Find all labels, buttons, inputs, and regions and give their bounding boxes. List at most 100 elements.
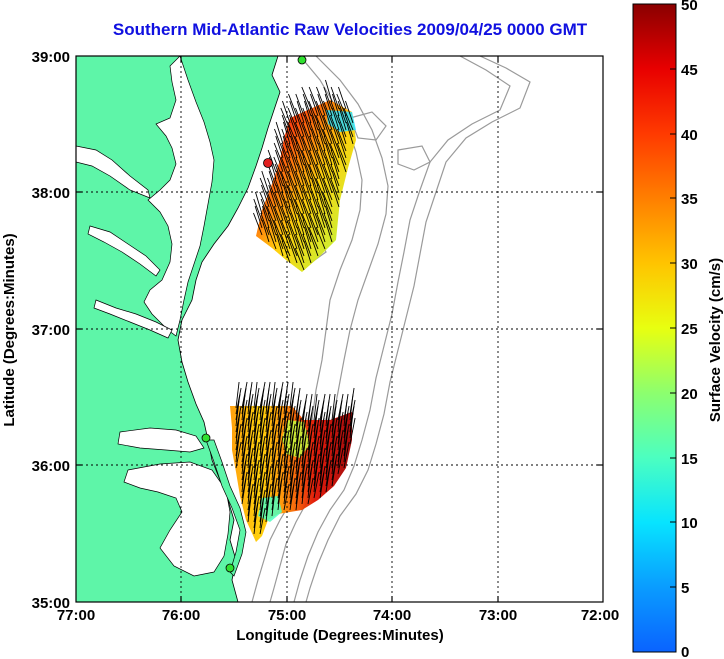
- velocity-vector: [343, 435, 348, 463]
- velocity-vector: [247, 495, 252, 523]
- velocity-vector: [349, 411, 354, 439]
- velocity-vector: [287, 107, 298, 131]
- velocity-vector: [310, 191, 319, 215]
- velocity-vector: [289, 149, 298, 173]
- velocity-vector: [277, 465, 282, 493]
- velocity-vector: [275, 149, 284, 173]
- velocity-vector: [331, 184, 340, 208]
- velocity-vector: [274, 177, 284, 201]
- colorbar-tick-label: 0: [681, 644, 689, 659]
- velocity-vector: [281, 205, 291, 229]
- velocity-vector: [301, 212, 312, 236]
- velocity-vector: [288, 93, 298, 117]
- velocity-vector: [253, 417, 258, 445]
- colorbar-tick-label: 35: [681, 191, 698, 208]
- velocity-vector: [337, 423, 342, 451]
- velocity-vector: [307, 399, 312, 427]
- velocity-vector: [275, 212, 284, 236]
- velocity-vector: [262, 205, 270, 229]
- velocity-vector: [318, 128, 326, 152]
- velocity-vector: [280, 107, 291, 131]
- velocity-vector: [310, 156, 319, 180]
- velocity-vector: [296, 240, 305, 264]
- velocity-vector: [274, 226, 284, 250]
- velocity-vector: [296, 100, 305, 124]
- velocity-vector: [313, 429, 318, 457]
- velocity-vector: [265, 459, 270, 487]
- velocity-vector: [307, 417, 312, 445]
- velocity-vector: [288, 142, 298, 166]
- velocity-vector: [295, 205, 305, 229]
- velocity-vector: [295, 93, 305, 117]
- velocity-vector: [302, 233, 312, 257]
- velocity-vector: [296, 128, 305, 152]
- colorbar-tick-label: 30: [681, 256, 698, 273]
- velocity-vector: [325, 205, 333, 229]
- velocity-vector: [331, 429, 336, 457]
- velocity-vector: [277, 429, 282, 457]
- velocity-vector: [331, 170, 340, 194]
- velocity-vector: [296, 191, 305, 215]
- velocity-vector: [338, 121, 347, 145]
- velocity-vector: [235, 435, 240, 463]
- velocity-vector: [282, 163, 291, 187]
- velocity-vector: [294, 247, 305, 271]
- velocity-vector: [302, 170, 312, 194]
- velocity-vector: [259, 483, 264, 511]
- velocity-vector: [271, 471, 276, 499]
- velocity-vector: [325, 465, 331, 493]
- velocity-vector: [276, 233, 284, 257]
- velocity-vector: [324, 184, 333, 208]
- velocity-vector: [271, 435, 276, 463]
- x-tick-label: 76:00: [162, 607, 200, 624]
- potomac-river: [76, 145, 151, 199]
- velocity-vector: [295, 465, 300, 493]
- velocity-vector: [316, 86, 326, 110]
- velocity-vector: [235, 381, 240, 409]
- velocity-vector: [281, 128, 291, 152]
- velocity-vector: [310, 93, 319, 117]
- velocity-vector: [303, 114, 312, 138]
- velocity-vector: [330, 86, 340, 110]
- velocity-vector: [325, 417, 330, 445]
- velocity-vector: [268, 184, 277, 208]
- velocity-vector: [330, 100, 340, 124]
- velocity-vector: [349, 417, 356, 445]
- velocity-vector: [310, 128, 319, 152]
- velocity-vector: [261, 184, 270, 208]
- y-tick-label: 39:00: [32, 49, 70, 66]
- velocity-vector: [309, 233, 319, 257]
- velocity-vector: [266, 205, 277, 229]
- velocity-vector: [315, 177, 326, 201]
- velocity-vector: [322, 128, 333, 152]
- velocity-vector: [241, 465, 246, 493]
- velocity-vector: [302, 121, 312, 145]
- y-tick-label: 35:00: [32, 595, 70, 612]
- rappahannock-river: [87, 225, 161, 277]
- velocity-vector: [303, 142, 312, 166]
- velocity-vector: [324, 219, 333, 243]
- velocity-vector: [349, 393, 354, 421]
- velocity-vector: [265, 387, 270, 415]
- velocity-vector: [318, 191, 326, 215]
- velocity-vector: [316, 135, 326, 159]
- velocity-vector: [332, 93, 340, 117]
- velocity-vector: [303, 128, 312, 152]
- velocity-vector: [287, 170, 298, 194]
- velocity-vector: [301, 86, 312, 110]
- velocity-vector: [317, 219, 326, 243]
- velocity-vector: [253, 435, 258, 463]
- velocity-vector: [235, 417, 240, 445]
- velocity-vector: [287, 121, 298, 145]
- velocity-vector: [344, 114, 354, 138]
- velocity-vector: [295, 107, 305, 131]
- velocity-vector: [283, 459, 288, 487]
- velocity-vector: [289, 226, 298, 250]
- colorbar-tick-label: 50: [681, 0, 698, 14]
- velocity-vector: [295, 156, 305, 180]
- velocity-vector: [289, 114, 298, 138]
- velocity-vector: [289, 483, 295, 511]
- velocity-vector: [273, 142, 284, 166]
- velocity-vector: [259, 501, 264, 529]
